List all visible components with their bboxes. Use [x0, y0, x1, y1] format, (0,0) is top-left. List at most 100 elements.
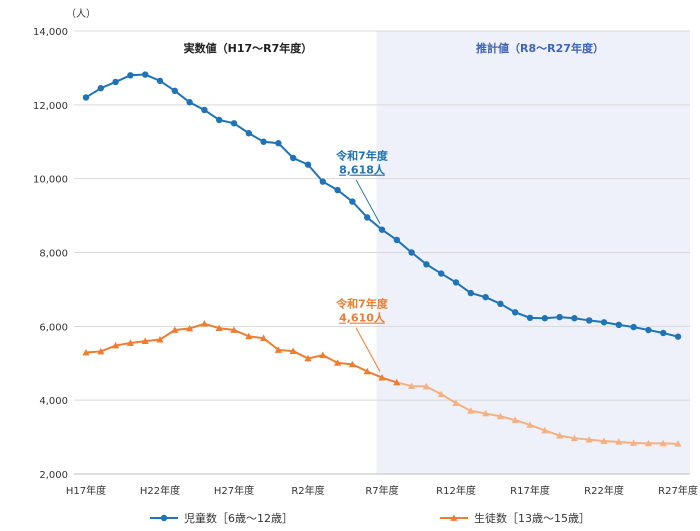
data-point — [393, 236, 400, 244]
data-point — [570, 434, 578, 442]
y-tick-label: 6,000 — [39, 322, 68, 333]
data-point — [215, 324, 223, 332]
data-point — [467, 407, 475, 414]
legend-label: 児童数［6歳～12歳］ — [184, 511, 293, 525]
data-point — [467, 289, 474, 297]
series-line-actual — [85, 322, 398, 384]
y-tick-label: 2,000 — [39, 470, 68, 481]
x-tick-label: R22年度 — [584, 484, 624, 497]
data-point — [126, 339, 134, 346]
data-point — [334, 359, 342, 366]
legend: 児童数［6歳～12歳］ 生徒数［13歳～15歳］ — [150, 511, 590, 525]
data-point — [452, 399, 460, 406]
data-point — [200, 320, 208, 327]
data-point — [142, 71, 149, 78]
data-point — [437, 390, 445, 398]
callout-label-value: 8,618人 — [339, 163, 386, 177]
y-tick-label: 12,000 — [33, 101, 68, 112]
data-point — [141, 337, 149, 344]
data-point — [127, 72, 134, 79]
region-label-actual: 実数値（H17～R7年度） — [184, 41, 313, 55]
data-point — [156, 336, 164, 343]
callout-label-year: 令和7年度 — [335, 297, 389, 311]
data-point — [408, 382, 416, 390]
data-point — [659, 439, 667, 447]
data-point — [186, 324, 194, 332]
data-point — [674, 333, 682, 340]
data-point — [97, 347, 105, 355]
x-tick-label: H22年度 — [140, 484, 180, 497]
data-point — [496, 412, 504, 420]
data-point — [423, 261, 430, 268]
legend-item-1: 生徒数［13歳～15歳］ — [440, 511, 590, 525]
data-point — [438, 270, 445, 277]
x-tick-label: H17年度 — [66, 484, 106, 497]
data-point — [363, 367, 371, 375]
data-point — [245, 332, 253, 340]
data-point — [482, 293, 489, 301]
data-point — [378, 226, 386, 233]
data-point — [112, 78, 119, 86]
region-label-forecast: 推計値（R8～R27年度） — [476, 41, 604, 55]
data-point — [245, 130, 252, 137]
callout-leader-line — [355, 327, 381, 372]
data-point — [556, 432, 564, 439]
data-point — [571, 315, 578, 322]
data-point — [319, 178, 326, 185]
y-tick-label: 8,000 — [39, 249, 68, 260]
y-tick-label: 10,000 — [33, 175, 68, 186]
legend-marker — [160, 514, 168, 522]
x-tick-label: H27年度 — [214, 484, 254, 497]
data-point — [319, 351, 327, 359]
data-point — [630, 323, 637, 331]
x-tick-label: R7年度 — [365, 484, 398, 497]
data-point — [97, 85, 105, 92]
data-point — [82, 94, 90, 101]
data-point — [290, 154, 297, 162]
data-point — [230, 326, 238, 333]
data-point — [304, 354, 312, 362]
data-point — [275, 140, 282, 147]
data-point — [156, 77, 164, 85]
data-point — [497, 300, 504, 308]
legend-item-0: 児童数［6歳～12歳］ — [150, 511, 293, 525]
data-point — [334, 186, 341, 194]
data-point — [526, 421, 534, 428]
data-point — [260, 334, 268, 342]
data-point — [112, 341, 120, 349]
data-point — [541, 315, 548, 322]
series-line-actual — [85, 73, 398, 241]
data-point — [304, 161, 312, 168]
series-0 — [82, 71, 682, 340]
series-1 — [82, 320, 682, 447]
data-point — [364, 214, 371, 221]
data-point — [201, 106, 208, 114]
x-tick-label: R12年度 — [436, 484, 476, 497]
data-point — [585, 436, 593, 443]
data-point — [615, 321, 622, 329]
data-point — [482, 409, 490, 417]
data-point — [600, 319, 608, 326]
callout-label-value: 4,610人 — [339, 311, 386, 325]
callout-label-year: 令和7年度 — [335, 149, 389, 163]
legend-marker — [450, 514, 458, 521]
data-point — [556, 313, 563, 321]
data-point — [171, 326, 179, 333]
data-point — [600, 437, 608, 445]
data-point — [216, 116, 223, 124]
data-point — [230, 120, 238, 127]
y-tick-label: 4,000 — [39, 396, 68, 407]
data-point — [452, 279, 460, 286]
data-point — [644, 439, 652, 447]
data-point — [171, 87, 178, 95]
x-tick-label: R17年度 — [510, 484, 550, 497]
data-point — [660, 329, 667, 337]
data-point — [615, 438, 623, 445]
y-tick-label: 14,000 — [33, 27, 68, 38]
data-point — [260, 138, 267, 145]
data-point — [541, 426, 549, 434]
